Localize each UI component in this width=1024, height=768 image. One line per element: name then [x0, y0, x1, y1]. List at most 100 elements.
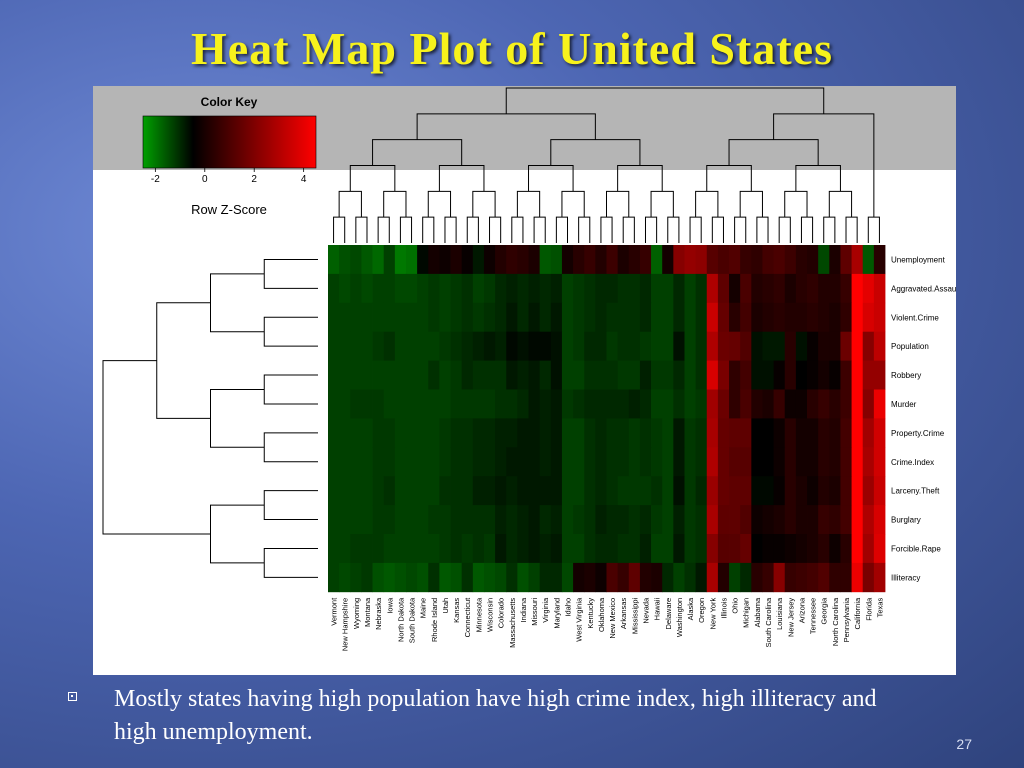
column-label: Maine: [419, 598, 428, 618]
heatmap-cell: [483, 245, 496, 275]
heatmap-cell: [717, 302, 730, 333]
heatmap-cell: [706, 418, 719, 448]
column-dendrogram-link: [528, 165, 574, 192]
heatmap-cell: [350, 302, 362, 333]
heatmap-cell: [584, 447, 596, 477]
heatmap-cell: [784, 562, 797, 593]
heatmap-cell: [706, 476, 719, 506]
heatmap-cell: [695, 389, 708, 419]
heatmap-cell: [773, 447, 786, 477]
heatmap-cell: [372, 302, 385, 333]
column-label: Nebraska: [374, 597, 383, 630]
heatmap-cell: [339, 273, 351, 304]
heatmap-cell: [807, 562, 819, 593]
heatmap-cell: [372, 562, 385, 593]
heatmap-cell: [773, 273, 786, 304]
heatmap-cell: [673, 505, 685, 535]
heatmap-cell: [829, 389, 841, 419]
heatmap-cell: [873, 476, 886, 506]
heatmap-cell: [706, 273, 719, 304]
heatmap-cell: [684, 447, 697, 477]
heatmap-cell: [383, 562, 396, 593]
heatmap-cell: [573, 476, 585, 506]
heatmap-cell: [851, 331, 864, 361]
heatmap-cell: [851, 447, 864, 477]
heatmap-cell: [762, 418, 774, 448]
heatmap-cell: [795, 476, 808, 506]
heatmap-cell: [417, 418, 429, 448]
heatmap-cell: [773, 245, 786, 275]
heatmap-cell: [795, 245, 808, 275]
heatmap-cell: [584, 389, 596, 419]
heatmap-cell: [461, 360, 474, 390]
heatmap-cell: [606, 331, 619, 361]
row-dendrogram-link: [263, 547, 318, 578]
heatmap-cell: [561, 447, 574, 477]
heatmap-cell: [506, 302, 518, 333]
heatmap-cell: [639, 418, 652, 448]
heatmap-cell: [573, 418, 585, 448]
column-label: Georgia: [820, 597, 829, 625]
heatmap-cell: [439, 245, 451, 275]
column-dendrogram-link: [438, 165, 485, 192]
heatmap-cell: [639, 360, 652, 390]
heatmap-cell: [717, 418, 730, 448]
heatmap-cell: [339, 534, 351, 564]
heatmap-cell: [584, 562, 596, 593]
heatmap-cell: [784, 331, 797, 361]
heatmap-cell: [450, 505, 463, 535]
heatmap-cell: [405, 245, 418, 275]
heatmap-cell: [807, 476, 819, 506]
row-dendrogram-link: [263, 432, 318, 463]
heatmap-cell: [773, 534, 786, 564]
column-label: Arkansas: [619, 598, 628, 630]
heatmap-cell: [829, 476, 841, 506]
heatmap-cell: [740, 360, 752, 390]
heatmap-cell: [439, 534, 451, 564]
heatmap-cell: [405, 302, 418, 333]
heatmap-cell: [684, 389, 697, 419]
heatmap-cell: [773, 505, 786, 535]
heatmap-cell: [662, 360, 674, 390]
column-dendrogram-link: [734, 216, 747, 243]
heatmap-cell: [807, 447, 819, 477]
heatmap-cell: [517, 302, 529, 333]
heatmap-cell: [729, 447, 741, 477]
heatmap-cell: [561, 273, 574, 304]
heatmap-cell: [807, 273, 819, 304]
column-dendrogram-link: [422, 216, 435, 243]
heatmap-cell: [517, 418, 529, 448]
heatmap-cell: [717, 273, 730, 304]
heatmap-cell: [673, 562, 685, 593]
heatmap-cell: [651, 534, 663, 564]
column-dendrogram-link: [728, 139, 819, 166]
heatmap-cell: [361, 245, 373, 275]
heatmap-cell: [350, 360, 362, 390]
heatmap-cell: [639, 476, 652, 506]
row-dendrogram-link: [263, 374, 318, 405]
heatmap-cell: [740, 447, 752, 477]
heatmap-cell: [862, 476, 875, 506]
heatmap-cell: [383, 505, 396, 535]
heatmap-cell: [684, 331, 697, 361]
heatmap-cell: [662, 389, 674, 419]
heatmap-cell: [628, 505, 641, 535]
heatmap-cell: [695, 273, 708, 304]
heatmap-cell: [606, 389, 619, 419]
column-dendrogram-link: [845, 216, 858, 243]
heatmap-cell: [472, 447, 485, 477]
heatmap-cell: [439, 447, 451, 477]
heatmap-cell: [417, 302, 429, 333]
row-dendrogram-link: [102, 360, 211, 535]
heatmap-cell: [573, 331, 585, 361]
heatmap-cell: [684, 534, 697, 564]
heatmap-cell: [617, 331, 630, 361]
row-label: Unemployment: [891, 255, 946, 264]
heatmap-cell: [729, 302, 741, 333]
heatmap-cell: [840, 245, 852, 275]
heatmap-cell: [673, 476, 685, 506]
heatmap-cell: [695, 562, 708, 593]
heatmap-cell: [784, 245, 797, 275]
heatmap-cell: [383, 331, 396, 361]
column-label: Florida: [864, 597, 873, 621]
